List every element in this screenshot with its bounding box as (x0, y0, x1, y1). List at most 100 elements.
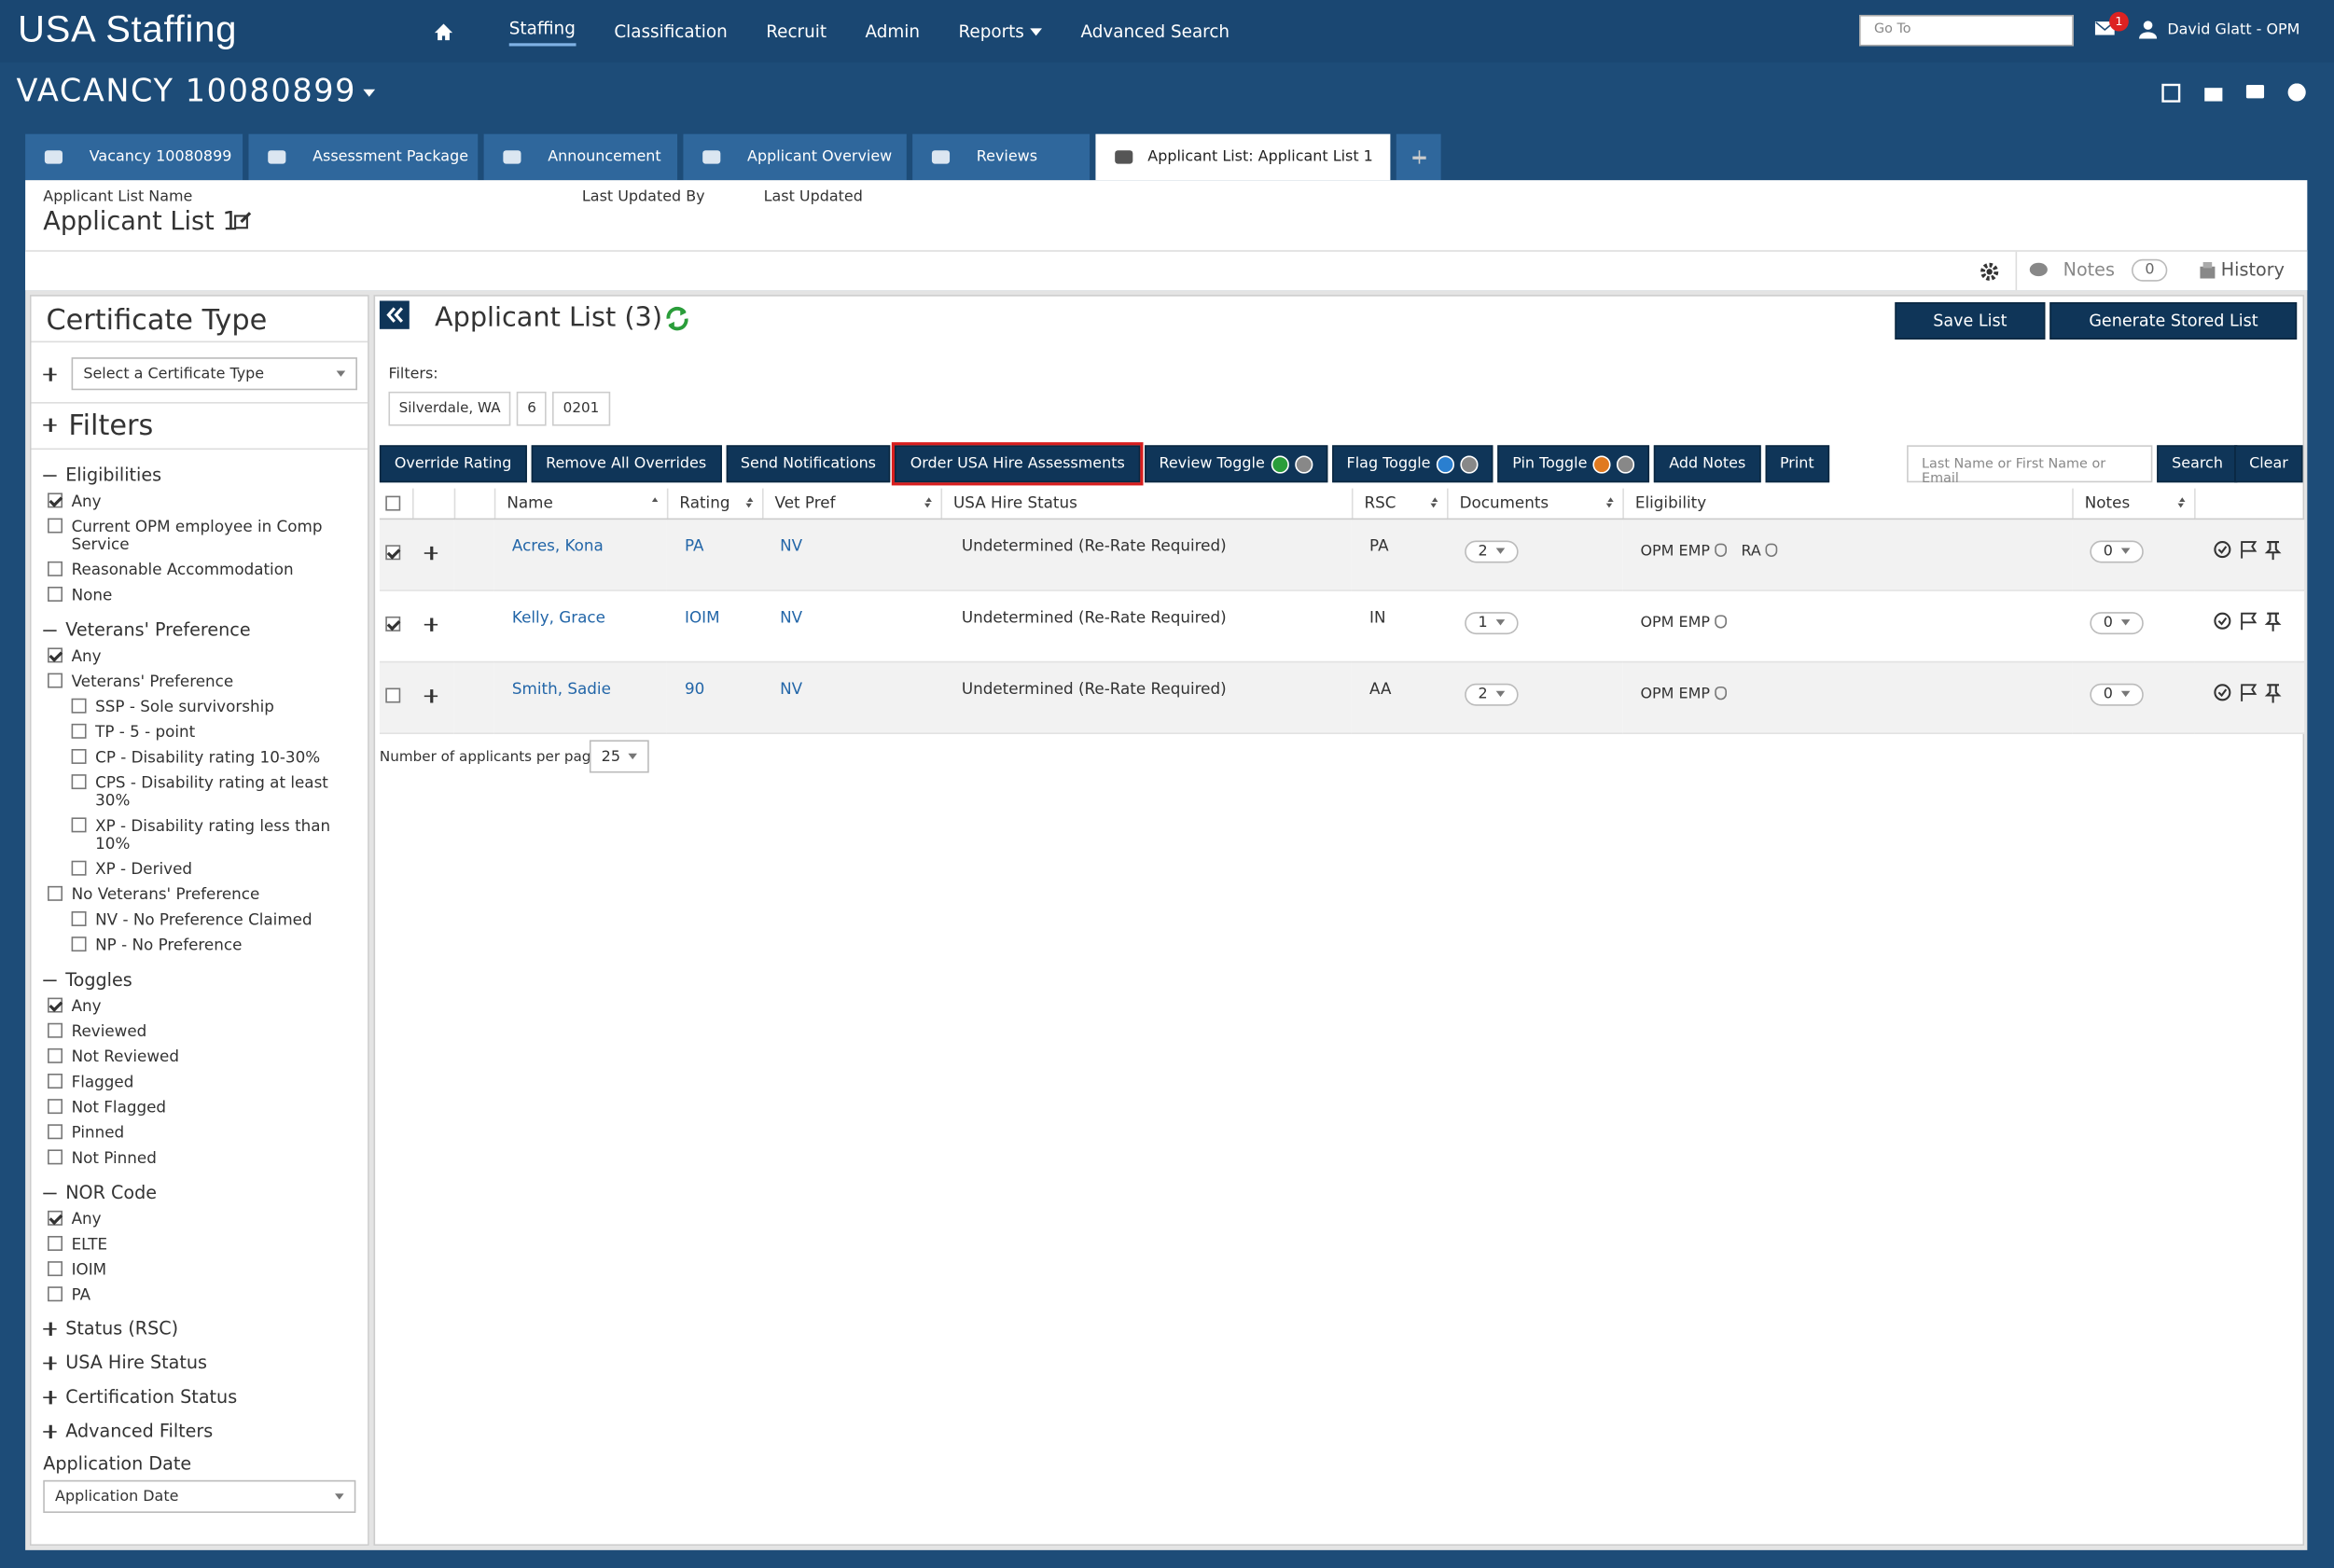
filter-option[interactable]: No Veterans' Preference (43, 885, 355, 904)
nav-item[interactable]: Staffing (508, 17, 576, 46)
column-header[interactable]: Vet Pref (761, 488, 942, 520)
per-page-select[interactable]: 25 (589, 740, 649, 773)
column-header[interactable]: Eligibility (1622, 488, 2074, 520)
column-header[interactable]: Documents (1447, 488, 1624, 520)
checkbox[interactable] (48, 1149, 63, 1165)
checkbox[interactable] (48, 997, 63, 1013)
filter-option[interactable]: ELTE (43, 1236, 355, 1254)
applicant-name[interactable]: Kelly, Grace (511, 608, 605, 627)
action-button[interactable]: Order USA Hire Assessments (892, 442, 1143, 486)
checkbox[interactable] (48, 1048, 63, 1063)
vet-pref[interactable]: NV (780, 608, 803, 627)
action-button[interactable]: Add Notes (1654, 445, 1761, 483)
row-toggle-icons[interactable] (2212, 610, 2286, 631)
filter-option[interactable]: XP - Disability rating less than 10% (43, 817, 355, 853)
collapsed-filter[interactable]: USA Hire Status (43, 1353, 355, 1373)
filter-option[interactable]: CP - Disability rating 10-30% (43, 748, 355, 767)
vacancy-icons[interactable] (2161, 83, 2311, 104)
checkbox[interactable] (48, 1286, 63, 1302)
help-icon[interactable] (1714, 543, 1727, 558)
vacancy-title[interactable]: VACANCY 10080899 (17, 73, 376, 109)
nav-item[interactable]: Admin (865, 21, 920, 42)
filter-option[interactable]: TP - 5 - point (43, 723, 355, 742)
documents-dropdown[interactable]: 2 (1465, 682, 1520, 705)
checkbox[interactable] (48, 1236, 63, 1251)
vet-pref[interactable]: NV (780, 679, 803, 698)
checkbox[interactable] (48, 647, 63, 663)
checkbox[interactable] (48, 1124, 63, 1140)
filter-option[interactable]: Not Pinned (43, 1149, 355, 1168)
checkbox[interactable] (71, 860, 87, 876)
row-checkbox[interactable] (385, 687, 401, 702)
column-header[interactable]: USA Hire Status (940, 488, 1353, 520)
refresh-icon[interactable] (664, 305, 691, 332)
collapse-button[interactable] (379, 300, 410, 329)
top-button[interactable]: Generate Stored List (2049, 302, 2298, 340)
checkbox[interactable] (48, 518, 63, 534)
applicant-name[interactable]: Acres, Kona (511, 536, 604, 555)
filter-option[interactable]: Not Reviewed (43, 1048, 355, 1066)
checkbox[interactable] (48, 493, 63, 508)
action-button[interactable]: Send Notifications (725, 445, 891, 483)
checkbox[interactable] (71, 748, 87, 764)
search-button[interactable]: Search (2157, 445, 2238, 483)
action-button[interactable]: Pin Toggle (1497, 445, 1650, 483)
vet-pref[interactable]: NV (780, 536, 803, 555)
nav-item[interactable]: Reports (958, 21, 1024, 42)
filters-icon[interactable] (43, 417, 60, 435)
filter-option[interactable]: Any (43, 647, 355, 666)
filter-option[interactable]: Any (43, 997, 355, 1016)
checkbox[interactable] (71, 910, 87, 926)
date-select[interactable]: Application Date (43, 1479, 356, 1513)
checkbox[interactable] (48, 1261, 63, 1277)
expand-row[interactable] (424, 617, 438, 631)
filter-option[interactable]: SSP - Sole survivorship (43, 698, 355, 716)
notes-dropdown[interactable]: 0 (2090, 682, 2145, 705)
tab[interactable]: Reviews (912, 133, 1091, 181)
filter-option[interactable]: NP - No Preference (43, 937, 355, 954)
filter-option[interactable]: Pinned (43, 1124, 355, 1142)
user-menu[interactable]: David Glatt - OPM (2167, 21, 2300, 39)
nav-item[interactable]: Classification (614, 21, 728, 42)
group-title[interactable]: Toggles (43, 969, 355, 991)
checkbox[interactable] (48, 673, 63, 688)
checkbox[interactable] (385, 495, 401, 511)
filter-option[interactable]: Veterans' Preference (43, 673, 355, 691)
group-title[interactable]: Veterans' Preference (43, 619, 355, 640)
filter-option[interactable]: Current OPM employee in Comp Service (43, 518, 355, 554)
checkbox[interactable] (71, 723, 87, 739)
top-button[interactable]: Save List (1894, 302, 2047, 340)
checkbox[interactable] (48, 1074, 63, 1089)
action-button[interactable]: Flag Toggle (1331, 445, 1493, 483)
filter-option[interactable]: PA (43, 1286, 355, 1304)
rating[interactable]: PA (685, 536, 704, 555)
filter-option[interactable]: Any (43, 493, 355, 511)
applicant-name[interactable]: Smith, Sadie (511, 679, 611, 698)
add-tab[interactable] (1396, 133, 1441, 181)
nav-item[interactable]: Advanced Search (1080, 21, 1230, 42)
action-button[interactable]: Remove All Overrides (531, 445, 722, 483)
checkbox[interactable] (48, 1210, 63, 1226)
tab[interactable]: Vacancy 10080899 (25, 133, 243, 181)
filter-option[interactable]: Flagged (43, 1074, 355, 1091)
checkbox[interactable] (48, 586, 63, 602)
help-icon[interactable] (1765, 543, 1778, 558)
checkbox[interactable] (71, 817, 87, 833)
tab[interactable]: Applicant Overview (683, 133, 907, 181)
row-toggle-icons[interactable] (2212, 538, 2286, 560)
expand-row[interactable] (424, 688, 438, 702)
action-button[interactable]: Review Toggle (1144, 445, 1327, 483)
filter-option[interactable]: Not Flagged (43, 1099, 355, 1117)
filter-option[interactable]: None (43, 586, 355, 604)
filter-option[interactable]: Reasonable Accommodation (43, 561, 355, 579)
settings-icon[interactable] (1980, 262, 1999, 282)
collapsed-filter[interactable]: Certification Status (43, 1386, 355, 1408)
checkbox[interactable] (48, 561, 63, 576)
checkbox[interactable] (48, 1022, 63, 1038)
collapsed-filter[interactable]: Status (RSC) (43, 1318, 355, 1339)
tab[interactable]: Applicant List: Applicant List 1 (1095, 133, 1391, 181)
group-title[interactable]: Eligibilities (43, 465, 355, 485)
checkbox[interactable] (71, 937, 87, 952)
filter-chip[interactable]: 0201 (552, 391, 610, 426)
column-header[interactable]: Rating (666, 488, 763, 520)
